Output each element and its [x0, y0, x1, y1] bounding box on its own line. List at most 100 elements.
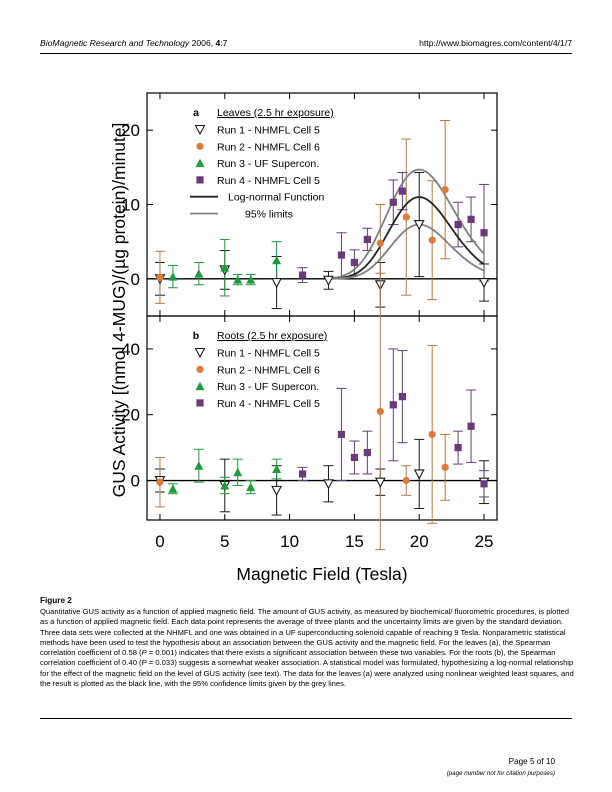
caption-divider: [40, 718, 572, 719]
x-tick-label: 10: [280, 532, 299, 551]
data-point: [454, 220, 462, 229]
data-point: [350, 258, 359, 267]
legend-title: Roots (2.5 hr exposure): [217, 330, 327, 342]
data-point: [428, 236, 436, 244]
data-point: [246, 275, 256, 284]
panel-letter: a: [193, 107, 199, 119]
data-point: [478, 277, 490, 289]
y-tick-label: 10: [121, 196, 140, 215]
legend-marker: [196, 142, 204, 150]
data-point: [402, 476, 410, 485]
data-point: [168, 272, 178, 281]
data-point: [376, 407, 384, 416]
y-tick-label: 0: [131, 270, 140, 289]
legend-marker: [195, 158, 205, 168]
panel-b-roots: 0 20 40 0 5 10 15 20 25 b Roots (2.5 hr exposure) R…: [121, 272, 498, 551]
data-point: [402, 213, 410, 221]
legend-marker: [194, 124, 206, 136]
journal-name: BioMagnetic Research and Technology: [40, 38, 190, 48]
legend-label: Run 4 - NHMFL Cell 5: [217, 175, 320, 187]
legend-marker: [196, 399, 204, 407]
legend-label: Run 3 - UF Supercon.: [217, 381, 319, 393]
data-point: [156, 273, 164, 281]
data-point: [350, 453, 359, 462]
x-tick-label: 25: [475, 532, 494, 551]
data-point: [271, 485, 283, 497]
legend-title: Leaves (2.5 hr exposure): [217, 107, 334, 119]
caption-text: Quantitative GUS activity as a function …: [40, 607, 570, 658]
panel-a-leaves: 0 10 20 a Leaves (2.5 hr exposure) Run 1 - NH…: [121, 92, 498, 317]
y-tick-label: 20: [121, 406, 140, 425]
panel-letter: b: [193, 330, 199, 342]
legend-marker: [196, 176, 204, 184]
data-point: [272, 464, 282, 473]
caption-text: = 0.001) indicates that there exists a s…: [40, 648, 556, 668]
legend-label: Log-normal Function: [228, 192, 324, 204]
data-point: [389, 401, 397, 409]
y-tick-label: 20: [121, 121, 140, 140]
confidence-limit-curve: [328, 223, 485, 280]
data-point: [374, 477, 386, 488]
data-point: [323, 275, 334, 286]
data-point: [194, 461, 204, 470]
data-point: [363, 235, 371, 244]
data-point: [398, 393, 406, 401]
data-point: [389, 198, 397, 206]
journal-year: 2006,: [189, 38, 216, 48]
figure-caption: Quantitative GUS activity as a function …: [40, 607, 575, 689]
data-point: [413, 469, 425, 480]
y-axis-label: GUS Activity [(nmol 4-MUG)/(µg protein)/…: [109, 123, 129, 498]
citation-note: (page number not for citation purposes): [446, 770, 555, 777]
data-point: [467, 422, 475, 430]
journal-volume: 4: [215, 38, 221, 48]
shared-axes-labels: Magnetic Field (Tesla) GUS Activity [(nmo…: [109, 123, 408, 584]
gus-activity-figure: 0 10 20 a Leaves (2.5 hr exposure) Run 1 - NH…: [109, 92, 498, 584]
plot-frame: [146, 315, 498, 521]
x-tick-label: 5: [220, 532, 229, 551]
data-point: [298, 470, 307, 478]
legend-label: 95% limits: [245, 209, 293, 221]
data-point: [298, 271, 307, 279]
data-point: [480, 480, 488, 488]
data-point: [454, 444, 462, 452]
article-url[interactable]: http://www.biomagres.com/content/4/1/7: [419, 38, 572, 48]
data-point: [194, 269, 204, 278]
legend-marker: [196, 365, 204, 373]
data-point: [337, 430, 346, 439]
legend-label: Run 3 - UF Supercon.: [217, 158, 319, 170]
data-point: [220, 480, 230, 490]
data-point: [441, 186, 449, 194]
data-point: [233, 275, 243, 284]
figure-label: Figure 2: [40, 596, 72, 605]
x-tick-label: 0: [155, 532, 164, 551]
x-tick-label: 15: [345, 532, 364, 551]
legend-label: Run 2 - NHMFL Cell 6: [217, 141, 320, 153]
data-point: [398, 187, 406, 195]
data-point: [168, 484, 178, 493]
caption-p-symbol: P: [141, 658, 147, 668]
data-point: [441, 463, 449, 471]
x-axis-label: Magnetic Field (Tesla): [236, 564, 407, 584]
legend-label: Run 1 - NHMFL Cell 5: [217, 348, 320, 360]
data-point: [220, 263, 230, 272]
data-point: [337, 251, 346, 259]
data-point: [246, 482, 256, 492]
confidence-limit-curve: [328, 168, 485, 280]
legend-label: Run 4 - NHMFL Cell 5: [217, 398, 320, 410]
x-tick-label: 20: [410, 532, 429, 551]
page-number: Page 5 of 10: [508, 757, 555, 766]
legend-marker: [195, 381, 205, 391]
caption-text: = 0.033) suggests a somewhat weaker asso…: [40, 658, 574, 689]
data-point: [323, 479, 334, 490]
data-point: [376, 239, 384, 247]
data-point: [233, 467, 243, 477]
y-tick-label: 40: [121, 340, 140, 359]
journal-header: BioMagnetic Research and Technology 2006…: [40, 38, 227, 48]
legend: a Leaves (2.5 hr exposure) Run 1 - NHMFL C…: [190, 107, 334, 221]
data-point: [156, 478, 164, 486]
data-point: [271, 277, 283, 289]
data-point: [272, 255, 282, 265]
data-point: [467, 215, 475, 223]
legend-label: Run 2 - NHMFL Cell 6: [217, 364, 320, 376]
journal-issue: :7: [220, 38, 228, 48]
